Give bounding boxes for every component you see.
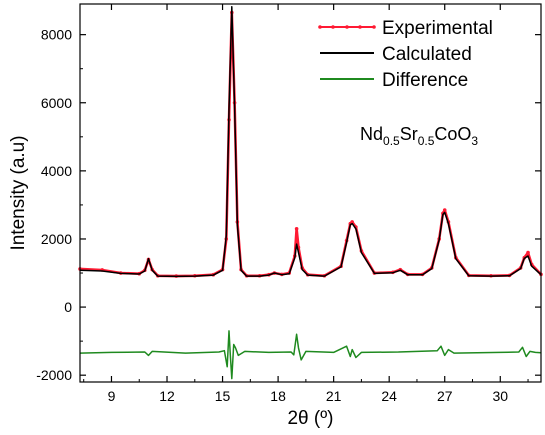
formula-text: Nd: [360, 124, 383, 144]
x-tick-label: 24: [381, 388, 397, 404]
compound-formula: Nd0.5Sr0.5CoO3: [360, 124, 478, 148]
x-tick-label: 9: [108, 388, 116, 404]
y-tick-label: 6000: [41, 95, 72, 111]
legend-marker: [358, 25, 362, 29]
data-point: [442, 208, 447, 212]
legend: Experimental Calculated Difference: [318, 18, 493, 91]
formula-subscript: 3: [471, 134, 478, 148]
y-tick-label: 8000: [41, 27, 72, 43]
plot-series: [78, 5, 543, 380]
y-tick-label: 2000: [41, 231, 72, 247]
legend-marker: [372, 25, 376, 29]
x-tick-label: 21: [326, 388, 342, 404]
x-tick-label: 30: [492, 388, 508, 404]
formula-subscript: 0.5: [418, 134, 435, 148]
x-tick-label: 27: [437, 388, 453, 404]
series-line-difference: [79, 330, 542, 380]
legend-label: Experimental: [382, 18, 493, 39]
plot-frame: [79, 3, 542, 383]
data-point: [350, 220, 354, 224]
y-axis-title: Intensity (a.u): [8, 135, 29, 250]
formula-text: CoO: [434, 124, 471, 144]
data-point: [294, 226, 299, 231]
legend-marker: [318, 25, 322, 29]
legend-marker: [331, 25, 335, 29]
legend-label: Difference: [382, 70, 468, 91]
x-tick-label: 12: [159, 388, 175, 404]
formula-text: Sr: [400, 124, 418, 144]
series-line-calculated: [79, 5, 542, 278]
y-tick-label: 0: [64, 299, 72, 315]
x-tick-label: 18: [270, 388, 286, 404]
y-tick-label: -2000: [36, 367, 72, 383]
legend-label: Calculated: [382, 44, 472, 65]
legend-marker: [345, 25, 349, 29]
y-tick-label: 4000: [41, 163, 72, 179]
axis-ticks: 9 12 15 18 21 24 27 30 -2000 0 2000 4000 6000 8000: [36, 4, 541, 404]
formula-subscript: 0.5: [383, 134, 400, 148]
x-tick-label: 15: [215, 388, 231, 404]
data-point: [526, 250, 530, 255]
x-axis-title: 2θ (º): [287, 408, 333, 429]
